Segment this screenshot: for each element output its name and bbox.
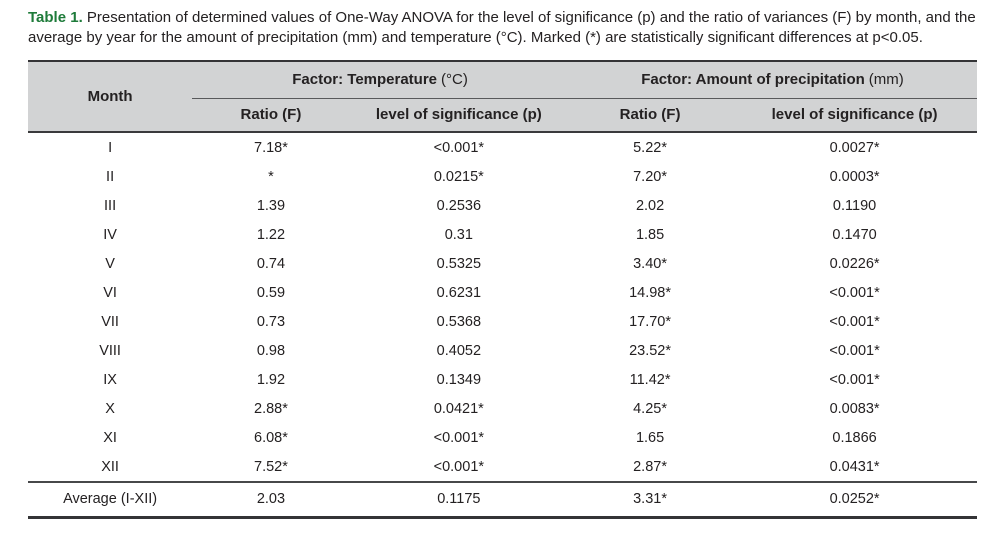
group-header-temperature: Factor: Temperature (°C) [192, 61, 568, 99]
average-precip-significance-cell: 0.0252* [732, 481, 977, 518]
temp-ratio-cell: 0.98 [256, 342, 286, 359]
average-row: Average (I-XII) 2.03 0.1175 3.31* 0.0252… [28, 481, 977, 518]
anova-table: Month Factor: Temperature (°C) Factor: Am… [28, 60, 977, 519]
precip-ratio-cell: 7.20* [633, 168, 667, 185]
group-header-precipitation-unit: (mm) [868, 71, 904, 88]
precip-significance-cell: 0.0226* [829, 255, 880, 272]
temp-significance-cell: 0.5325 [436, 255, 482, 272]
temp-ratio-cell: 0.59 [256, 284, 286, 301]
precip-significance-cell: 0.1470 [832, 226, 877, 243]
precip-significance-cell: 0.0083* [829, 400, 880, 417]
sub-header-precip-ratio: Ratio (F) [567, 98, 733, 133]
temp-ratio-cell: 7.52* [254, 458, 288, 475]
month-cell: VIII [99, 342, 121, 359]
month-cell: XI [103, 429, 117, 446]
temp-ratio-cell: 1.22 [256, 226, 286, 243]
table-caption-label: Table 1. [28, 9, 83, 26]
precip-ratio-cell: 14.98* [629, 284, 672, 301]
precip-significance-cell: <0.001* [829, 342, 880, 359]
month-cell: IX [103, 371, 117, 388]
table-row: I 7.18* <0.001* 5.22* 0.0027* [28, 132, 977, 162]
temp-significance-cell: 0.0215* [433, 168, 484, 185]
temp-significance-cell: 0.1349 [436, 371, 482, 388]
temp-ratio-cell: 7.18* [254, 139, 288, 156]
month-cell: VII [101, 313, 119, 330]
temp-significance-cell: 0.2536 [436, 197, 482, 214]
table-row: VII 0.73 0.5368 17.70* <0.001* [28, 307, 977, 336]
precip-significance-cell: 0.1190 [832, 197, 877, 214]
precip-significance-cell: 0.0003* [829, 168, 880, 185]
precip-significance-cell: <0.001* [829, 371, 880, 388]
average-temp-ratio-cell: 2.03 [192, 481, 350, 518]
table-row: III 1.39 0.2536 2.02 0.1190 [28, 191, 977, 220]
table-row: XII 7.52* <0.001* 2.87* 0.0431* [28, 452, 977, 482]
month-cell: IV [103, 226, 117, 243]
precip-significance-cell: <0.001* [829, 313, 880, 330]
precip-ratio-cell: 2.02 [635, 197, 665, 214]
average-precip-ratio-cell: 3.31* [567, 481, 733, 518]
temp-ratio-cell: 0.73 [256, 313, 286, 330]
average-month-cell: Average (I-XII) [28, 481, 193, 518]
temp-significance-cell: 0.5368 [436, 313, 482, 330]
temp-ratio-cell: 1.92 [256, 371, 286, 388]
table-header: Month Factor: Temperature (°C) Factor: Am… [28, 61, 977, 133]
precip-ratio-cell: 1.85 [635, 226, 665, 243]
precip-ratio-cell: 3.40* [633, 255, 667, 272]
sub-header-row: Ratio (F) level of significance (p) Rati… [28, 98, 977, 133]
month-cell: VI [103, 284, 117, 301]
table-row: IX 1.92 0.1349 11.42* <0.001* [28, 365, 977, 394]
table-row: X 2.88* 0.0421* 4.25* 0.0083* [28, 394, 977, 423]
temp-significance-cell: <0.001* [433, 139, 485, 156]
precip-ratio-cell: 17.70* [629, 313, 672, 330]
precip-significance-cell: 0.0431* [829, 458, 880, 475]
precip-ratio-cell: 4.25* [633, 400, 667, 417]
sub-header-precip-significance: level of significance (p) [732, 98, 977, 133]
temp-significance-cell: 0.0421* [433, 400, 484, 417]
precip-significance-cell: 0.0027* [829, 139, 880, 156]
group-header-precipitation-label: Factor: Amount of precipitation [641, 71, 865, 88]
table-row: VI 0.59 0.6231 14.98* <0.001* [28, 278, 977, 307]
col-header-month: Month [28, 61, 193, 133]
table-row: VIII 0.98 0.4052 23.52* <0.001* [28, 336, 977, 365]
precip-ratio-cell: 23.52* [629, 342, 672, 359]
precip-significance-cell: 0.1866 [832, 429, 877, 446]
sub-header-temp-ratio: Ratio (F) [192, 98, 350, 133]
precip-ratio-cell: 2.87* [633, 458, 667, 475]
table-body: I 7.18* <0.001* 5.22* 0.0027* II * 0.0215* 7.20*… [28, 132, 977, 482]
precip-ratio-cell: 1.65 [635, 429, 665, 446]
table-row: XI 6.08* <0.001* 1.65 0.1866 [28, 423, 977, 452]
precip-ratio-cell: 5.22* [633, 139, 667, 156]
month-cell: I [108, 139, 113, 156]
temp-ratio-cell: * [268, 168, 274, 185]
month-cell: XII [101, 458, 119, 475]
group-header-temperature-label: Factor: Temperature [292, 71, 438, 88]
group-header-row: Month Factor: Temperature (°C) Factor: Am… [28, 61, 977, 133]
month-cell: III [104, 197, 117, 214]
table-caption: Table 1. Presentation of determined valu… [28, 8, 986, 48]
month-cell: II [106, 168, 115, 185]
precip-ratio-cell: 11.42* [629, 371, 671, 388]
temp-ratio-cell: 0.74 [256, 255, 286, 272]
month-cell: X [105, 400, 115, 417]
table-row: II * 0.0215* 7.20* 0.0003* [28, 162, 977, 191]
table-footer: Average (I-XII) 2.03 0.1175 3.31* 0.0252… [28, 481, 977, 518]
temp-significance-cell: <0.001* [433, 458, 485, 475]
temp-ratio-cell: 1.39 [256, 197, 286, 214]
temp-significance-cell: 0.4052 [436, 342, 482, 359]
average-temp-significance-cell: 0.1175 [349, 481, 568, 518]
temp-ratio-cell: 6.08* [254, 429, 288, 446]
table-row: V 0.74 0.5325 3.40* 0.0226* [28, 249, 977, 278]
month-cell: V [105, 255, 115, 272]
temp-significance-cell: <0.001* [433, 429, 485, 446]
sub-header-temp-significance: level of significance (p) [349, 98, 568, 133]
table-row: IV 1.22 0.31 1.85 0.1470 [28, 220, 977, 249]
temp-ratio-cell: 2.88* [254, 400, 288, 417]
temp-significance-cell: 0.6231 [436, 284, 482, 301]
group-header-temperature-unit: (°C) [441, 71, 468, 88]
precip-significance-cell: <0.001* [829, 284, 880, 301]
temp-significance-cell: 0.31 [444, 226, 473, 243]
page: Table 1. Presentation of determined valu… [0, 8, 1000, 560]
table-caption-text: Presentation of determined values of One… [28, 9, 976, 46]
group-header-precipitation: Factor: Amount of precipitation (mm) [567, 61, 977, 99]
